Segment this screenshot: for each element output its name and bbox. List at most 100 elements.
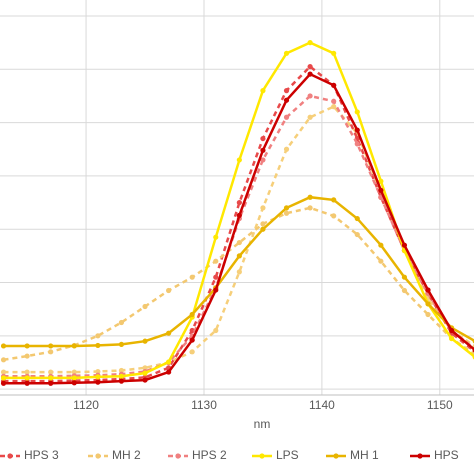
- data-point: [95, 374, 101, 380]
- data-line: [3, 206, 474, 362]
- data-point: [236, 239, 242, 246]
- legend-swatch: [7, 453, 13, 459]
- data-point: [48, 349, 54, 355]
- data-point: [95, 368, 101, 375]
- legend-swatch: [333, 453, 339, 459]
- data-point: [425, 301, 431, 307]
- data-point: [401, 274, 408, 280]
- data-point: [260, 205, 266, 211]
- x-axis-label: nm: [254, 417, 271, 431]
- x-tick-label: 1140: [309, 398, 335, 412]
- data-point: [142, 377, 148, 383]
- data-point: [331, 98, 337, 104]
- series: [0, 205, 474, 363]
- data-point: [166, 287, 172, 294]
- data-point: [24, 369, 30, 375]
- data-point: [118, 341, 125, 347]
- data-point: [378, 258, 384, 264]
- data-point: [142, 370, 148, 376]
- data-point: [24, 343, 30, 349]
- data-point: [166, 330, 172, 336]
- data-point: [95, 333, 101, 339]
- data-point: [236, 253, 242, 259]
- data-point: [307, 194, 313, 200]
- x-tick-label: 1120: [73, 398, 99, 412]
- data-point: [283, 50, 290, 56]
- data-point: [236, 212, 242, 218]
- legend-swatch: [417, 453, 423, 459]
- data-point: [307, 93, 313, 99]
- data-point: [189, 327, 195, 334]
- data-line: [3, 105, 474, 374]
- data-point: [354, 231, 360, 238]
- data-point: [354, 215, 360, 222]
- data-point: [236, 199, 242, 206]
- data-point: [307, 40, 313, 46]
- data-point: [95, 379, 101, 385]
- data-point: [307, 205, 313, 211]
- data-point: [213, 274, 219, 280]
- data-point: [24, 375, 30, 381]
- x-tick-label: 1150: [427, 398, 453, 412]
- data-line: [3, 72, 474, 385]
- data-point: [213, 234, 219, 240]
- data-point: [425, 311, 431, 318]
- data-point: [166, 359, 172, 365]
- legend-label: LPS: [276, 448, 299, 462]
- data-point: [260, 157, 266, 163]
- data-point: [260, 135, 266, 142]
- data-point: [24, 353, 30, 359]
- data-point: [331, 197, 337, 203]
- data-point: [118, 367, 125, 374]
- data-point: [378, 187, 384, 193]
- series: [0, 40, 474, 381]
- data-point: [236, 269, 242, 275]
- data-point: [378, 178, 384, 184]
- data-point: [354, 127, 360, 133]
- series: [0, 71, 474, 386]
- data-point: [189, 311, 195, 318]
- data-point: [0, 375, 7, 381]
- data-point: [0, 369, 7, 375]
- data-point: [260, 226, 266, 232]
- data-point: [283, 146, 290, 152]
- data-point: [213, 327, 219, 334]
- data-point: [71, 369, 77, 375]
- data-point: [378, 242, 384, 248]
- series: [0, 194, 474, 349]
- data-point: [307, 71, 313, 77]
- data-point: [71, 343, 77, 349]
- data-point: [331, 50, 337, 56]
- data-point: [189, 349, 195, 355]
- data-point: [0, 357, 7, 363]
- data-point: [48, 343, 54, 349]
- data-point: [307, 64, 313, 70]
- data-point: [189, 337, 195, 343]
- data-point: [354, 109, 360, 115]
- data-point: [401, 242, 408, 248]
- legend-label: HPS 3: [24, 448, 59, 462]
- data-point: [71, 375, 77, 381]
- data-point: [0, 343, 7, 349]
- data-point: [166, 369, 172, 375]
- data-point: [118, 373, 125, 379]
- data-point: [425, 287, 431, 293]
- data-point: [283, 210, 290, 216]
- data-line: [3, 94, 474, 378]
- data-point: [307, 114, 313, 120]
- legend-swatch: [95, 453, 101, 459]
- data-point: [331, 82, 337, 88]
- data-point: [331, 104, 337, 110]
- legend-label: MH 2: [112, 448, 141, 462]
- legend-label: HPS 2: [192, 448, 227, 462]
- data-point: [142, 303, 148, 310]
- data-point: [283, 88, 290, 94]
- data-point: [24, 380, 30, 386]
- data-point: [48, 375, 54, 381]
- data-line: [3, 41, 474, 380]
- data-point: [142, 365, 148, 371]
- legend-label: MH 1: [350, 448, 379, 462]
- data-point: [213, 258, 219, 264]
- legend-swatch: [259, 453, 265, 459]
